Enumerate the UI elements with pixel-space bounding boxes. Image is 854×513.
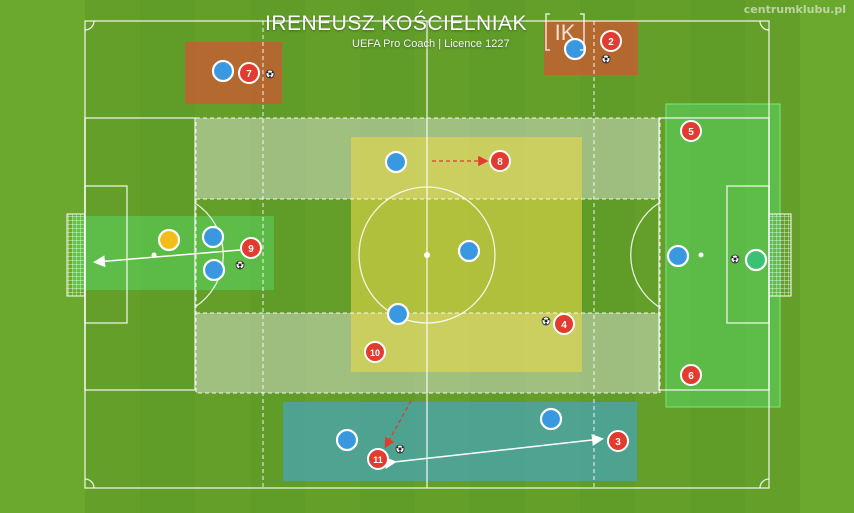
- red-player-7: 7: [238, 62, 260, 84]
- player-number: 6: [688, 371, 694, 382]
- coach-subtitle: UEFA Pro Coach | Licence 1227: [352, 38, 510, 50]
- goal-right: [768, 213, 792, 297]
- blue-team: [201, 37, 690, 452]
- red-player-8: 8: [489, 150, 511, 172]
- goal-left: [66, 213, 86, 297]
- player-number: 7: [246, 69, 252, 80]
- player-number: 2: [608, 37, 614, 48]
- blue-player: [666, 244, 690, 268]
- red-player-2: 2: [600, 30, 622, 52]
- blue-player: [202, 258, 226, 282]
- player-number: 10: [370, 348, 380, 358]
- logo-text: IK: [555, 20, 576, 45]
- pass-arrow-9-to-goal: [93, 249, 241, 268]
- blue-player: [386, 302, 410, 326]
- player-number: 3: [615, 437, 621, 448]
- ball-icon: [541, 316, 551, 326]
- goalkeeper-green: [744, 248, 768, 272]
- zone-left-green: [72, 216, 274, 290]
- player-number: 8: [497, 157, 503, 168]
- red-player-9: 9: [240, 237, 262, 259]
- zone-top-right-orange: [544, 22, 638, 75]
- blue-player: [384, 150, 408, 174]
- ball-icon: [395, 444, 405, 454]
- red-player-5: 5: [680, 120, 702, 142]
- coach-logo-icon: IK: [545, 13, 585, 51]
- red-player-3: 3: [607, 430, 629, 452]
- red-player-6: 6: [680, 364, 702, 386]
- coach-name: IRENEUSZ KOŚCIELNIAK: [265, 12, 528, 35]
- dashed-lines: [195, 21, 661, 488]
- pitch-spots: [151, 252, 704, 258]
- blue-player: [201, 225, 225, 249]
- watermark[interactable]: centrumklubu.pl: [743, 3, 846, 16]
- blue-player: [563, 37, 587, 61]
- red-player-11: 11: [367, 448, 389, 470]
- red-team: 2 3 4 5 6 7 8: [238, 30, 702, 470]
- ball-icon: [235, 260, 245, 270]
- ball-icon: [265, 69, 275, 79]
- zones: [72, 22, 781, 481]
- red-player-4: 4: [553, 313, 575, 335]
- red-player-10: 10: [364, 341, 386, 363]
- player-number: 11: [373, 455, 383, 465]
- blue-player: [539, 407, 563, 431]
- blue-player: [211, 59, 235, 83]
- ball-icon: [730, 254, 740, 264]
- blue-player: [457, 239, 481, 263]
- player-number: 9: [248, 244, 254, 255]
- pass-arrow-11-to-3: [384, 434, 604, 469]
- blue-player: [335, 428, 359, 452]
- movement-arrows: [93, 155, 604, 469]
- player-number: 5: [688, 127, 694, 138]
- goalkeeper-yellow: [157, 228, 181, 252]
- ball-icon: [601, 54, 611, 64]
- player-number: 4: [561, 320, 567, 331]
